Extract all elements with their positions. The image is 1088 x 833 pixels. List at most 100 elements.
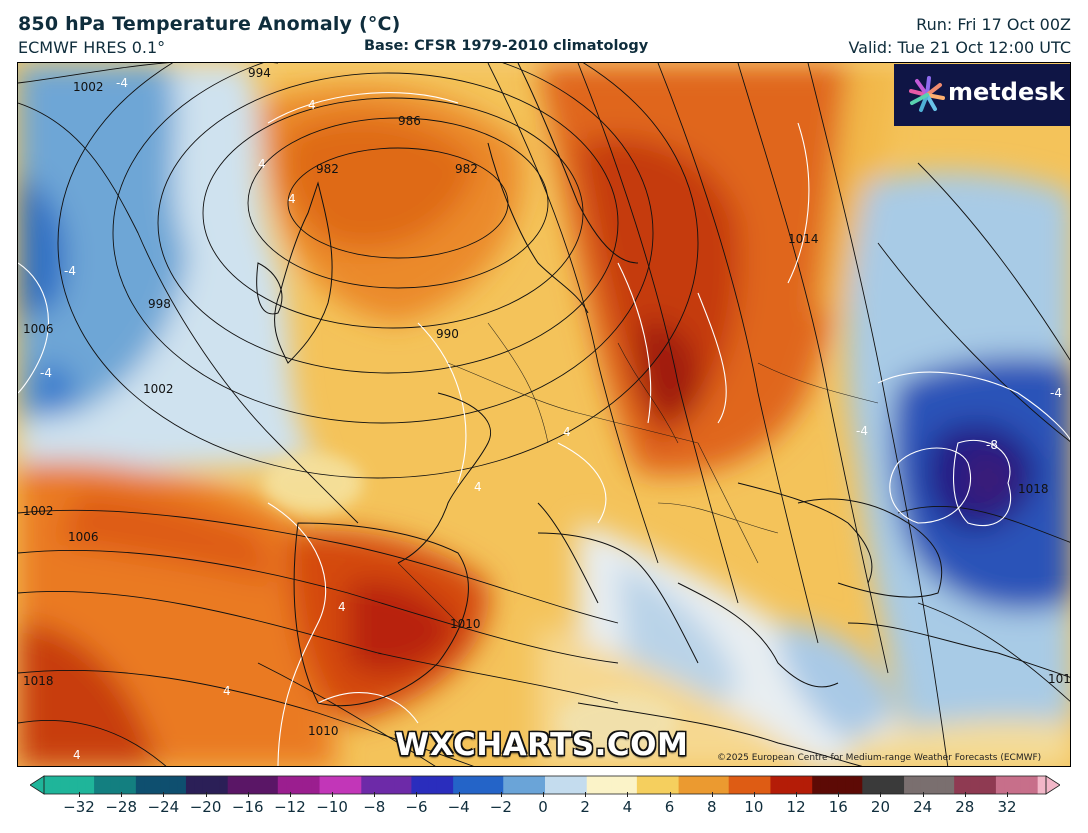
colorbar-segment [102,776,112,794]
colorbar-tick-label: 20 [870,798,890,816]
model-label: ECMWF HRES 0.1° [18,38,166,57]
colorbar-segment [277,776,287,794]
colorbar-segment [862,776,872,794]
colorbar-tick-mark [416,792,418,797]
isobar-label: 998 [148,297,171,311]
colorbar-segment [636,776,646,794]
isobar-label: 1014 [788,232,819,246]
colorbar-segment [236,776,245,794]
anomaly-label: 4 [258,157,266,171]
colorbar-segment [127,776,137,794]
colorbar-segment [403,776,412,794]
isobar-label: 994 [248,66,271,80]
watermark: WXCHARTS.COM [395,727,689,763]
anomaly-label-layer: -4 -4 -4 -4 -4 -8 4 4 4 4 4 4 4 4 [40,76,1062,762]
colorbar-segment [670,776,680,794]
colorbar-tick-label: −20 [189,798,222,816]
colorbar-segment [1037,776,1047,794]
colorbar-segment [503,776,513,794]
colorbar [30,775,1060,795]
base-label: Base: CFSR 1979-2010 climatology [364,38,649,54]
colorbar-segment [1029,776,1039,794]
colorbar-segment [261,776,271,794]
colorbar-segment [194,776,204,794]
colorbar-segment [870,776,880,794]
colorbar-segment [528,776,538,794]
colorbar-segment [461,776,471,794]
colorbar-tick-label: −6 [405,798,428,816]
colorbar-tick-mark [121,792,123,797]
colorbar-segment [77,776,87,794]
colorbar-tick-mark [458,792,460,797]
colorbar-tick-mark [1007,792,1008,797]
colorbar-segment [970,776,980,794]
colorbar-segment [686,776,696,794]
colorbar-segment [561,776,571,794]
colorbar-segment [202,776,212,794]
colorbar-segment [60,776,70,794]
colorbar-tick-mark [711,792,713,797]
colorbar-segment [678,776,688,794]
colorbar-tick-label: −4 [447,798,470,816]
colorbar-ticks: −32 −28 −24 −20 −16 −12 −10 −8 −6 −4 −2 0 2 4 6 8 10 12 16… [0,792,1088,818]
isobar-label: 1002 [143,382,174,396]
colorbar-segment [378,776,387,794]
colorbar-segment [361,776,371,794]
colorbar-segment [269,776,279,794]
colorbar-segment [828,776,838,794]
copyright: ©2025 European Centre for Medium-range W… [717,753,1042,763]
colorbar-segment [762,776,772,794]
colorbar-segment [737,776,746,794]
colorbar-tick-label: 28 [955,798,975,816]
colorbar-segment [252,776,262,794]
colorbar-segment [904,776,913,794]
colorbar-segment [586,776,596,794]
colorbar-segment [895,776,905,794]
anomaly-label: 4 [563,425,571,439]
colorbar-segment [553,776,563,794]
anomaly-label: 4 [288,192,296,206]
colorbar-tick-mark [79,792,80,797]
isobar-label-layer: 1002 994 986 982 982 998 1002 990 1006 1… [23,66,1070,738]
colorbar-tick-mark [543,792,544,797]
colorbar-segment [720,776,730,794]
colorbar-segment [511,776,521,794]
colorbar-segment [845,776,855,794]
isobar-label: 982 [455,162,478,176]
metdesk-wordmark: metdesk [948,78,1065,106]
isobar-label: 1002 [73,80,104,94]
anomaly-map[interactable]: 1002 994 986 982 982 998 1002 990 1006 1… [17,62,1071,767]
colorbar-tick-mark [627,792,629,797]
colorbar-tick-mark [964,792,966,797]
colorbar-segment [929,776,939,794]
colorbar-tick-mark [205,792,207,797]
chart-title: 850 hPa Temperature Anomaly (°C) [18,13,401,35]
colorbar-segment [962,776,972,794]
colorbar-segment [820,776,830,794]
colorbar-segment [411,776,421,794]
colorbar-segment [912,776,922,794]
colorbar-segment [753,776,763,794]
colorbar-tick-label: 10 [744,798,764,816]
isobar-label: 990 [436,327,459,341]
colorbar-tick-label: 4 [622,798,633,816]
anomaly-contours [18,92,1070,766]
isobar-label: 986 [398,114,421,128]
colorbar-segment [294,776,304,794]
colorbar-tick-label: −28 [105,798,137,816]
colorbar-segment [352,776,362,794]
colorbar-segment [94,776,104,794]
colorbar-segment [344,776,354,794]
run-label: Run: Fri 17 Oct 00Z [916,15,1071,34]
anomaly-label: -4 [856,424,868,438]
colorbar-segment [177,776,187,794]
colorbar-tick-label: 8 [706,798,717,816]
colorbar-segment [945,776,955,794]
anomaly-label: -8 [986,438,998,452]
colorbar-segment [327,776,337,794]
colorbar-segment [428,776,438,794]
colorbar-tick-label: 0 [538,798,548,816]
colorbar-segment [628,776,638,794]
colorbar-segment [770,776,780,794]
isobar-label: 1006 [68,530,99,544]
